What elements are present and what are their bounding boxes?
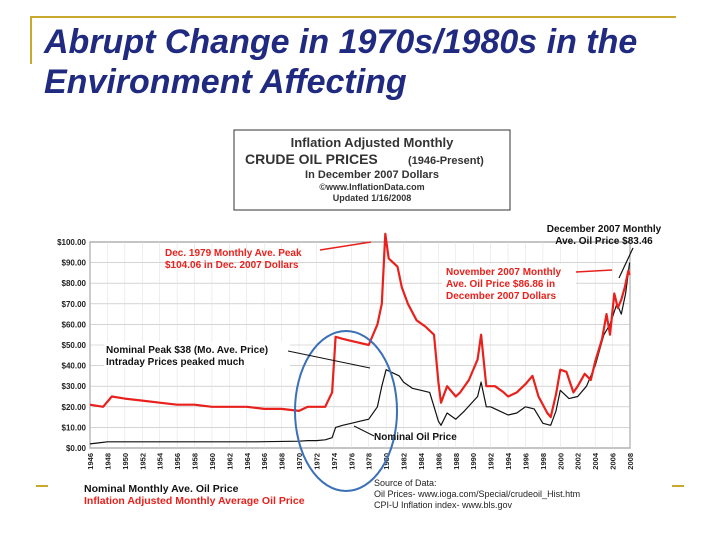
series-layer [89, 232, 631, 445]
chart-header-box: Inflation Adjusted Monthly CRUDE OIL PRI… [233, 129, 511, 211]
annotation-nominal-label: Nominal Oil Price [353, 425, 457, 443]
annotation-nominal-label-text: Nominal Oil Price [374, 432, 457, 443]
header-line4: ©www.InflationData.com [319, 182, 424, 192]
x-tick-label: 2006 [609, 453, 618, 470]
annotation-nominal-label-arrow [353, 425, 375, 437]
source-line2: Oil Prices- www.ioga.com/Special/crudeoi… [374, 489, 580, 499]
annotation-peak-1979-arrow [319, 241, 372, 251]
annotation-nov-2007-bg [442, 264, 576, 302]
header-line2b: (1946-Present) [408, 155, 484, 167]
annotation-nominal-peak-bg [104, 342, 290, 368]
x-tick-label: 2002 [574, 453, 583, 470]
annotation-nominal-peak: Nominal Peak $38 (Mo. Ave. Price) Intrad… [104, 342, 371, 369]
source-line1: Source of Data: [374, 478, 437, 488]
annotation-dec-2007-line2: Ave. Oil Price $83.46 [555, 236, 653, 247]
x-tick-label: 1950 [121, 453, 130, 470]
annotation-peak-1979-line2: $104.06 in Dec. 2007 Dollars [165, 260, 299, 271]
x-tick-label: 1960 [208, 453, 217, 470]
frame-bottom-right-tick [672, 485, 684, 487]
chart-legend: Nominal Monthly Ave. Oil Price Inflation… [84, 483, 305, 507]
header-line5: Updated 1/16/2008 [333, 193, 412, 203]
y-tick-label: $60.00 [62, 320, 87, 329]
x-tick-label: 1972 [312, 453, 321, 470]
y-tick-label: $100.00 [57, 238, 86, 247]
x-tick-label: 1964 [243, 452, 252, 470]
annotation-nominal-peak-line2: Intraday Prices peaked much [106, 357, 244, 368]
y-tick-label: $20.00 [62, 403, 87, 412]
series-inflation-adjusted-line [89, 232, 631, 419]
header-line3: In December 2007 Dollars [305, 169, 439, 181]
x-tick-label: 1976 [347, 453, 356, 470]
legend-nominal: Nominal Monthly Ave. Oil Price [84, 483, 239, 495]
x-tick-label: 1978 [365, 453, 374, 470]
x-tick-label: 1966 [260, 453, 269, 470]
axis-layer: $0.00 $10.00 $20.00 $30.00 $40.00 $50.00 $60.0… [57, 238, 635, 470]
frame-top-line [30, 16, 676, 18]
annotation-nominal-peak-line1: Nominal Peak $38 (Mo. Ave. Price) [106, 345, 268, 356]
annotation-nov-2007: November 2007 Monthly Ave. Oil Price $86… [442, 264, 613, 302]
x-tick-label: 1954 [156, 452, 165, 470]
x-tick-label: 1998 [539, 453, 548, 470]
x-tick-label: 2000 [556, 453, 565, 470]
x-tick-label: 1968 [278, 453, 287, 470]
annotation-peak-1979: Dec. 1979 Monthly Ave. Peak $104.06 in D… [165, 241, 372, 271]
header-line2: CRUDE OIL PRICES [245, 151, 378, 167]
x-tick-label: 1962 [225, 453, 234, 470]
annotation-dec-2007-line1: December 2007 Monthly [547, 224, 662, 235]
x-tick-label: 1992 [487, 453, 496, 470]
header-line1: Inflation Adjusted Monthly [291, 135, 454, 150]
y-tick-label: $90.00 [62, 259, 87, 268]
x-tick-label: 1948 [103, 453, 112, 470]
y-tick-label: $30.00 [62, 382, 87, 391]
highlight-ellipse [294, 330, 398, 492]
x-tick-label: 1986 [434, 453, 443, 470]
annotation-nov-2007-line1: November 2007 Monthly [446, 267, 561, 278]
y-tick-label: $0.00 [66, 444, 87, 453]
annotation-nominal-peak-arrow [287, 350, 371, 369]
x-tick-label: 1984 [417, 452, 426, 470]
x-tick-label: 2008 [626, 453, 635, 470]
x-tick-label: 1958 [191, 453, 200, 470]
annotation-nov-2007-line2: Ave. Oil Price $86.86 in [446, 279, 555, 290]
frame-vertical-line [30, 16, 32, 64]
x-tick-label: 1974 [330, 452, 339, 470]
slide-title: Abrupt Change in 1970s/1980s in the Envi… [44, 23, 638, 101]
x-tick-label: 1988 [452, 453, 461, 470]
x-tick-label: 1994 [504, 452, 513, 470]
x-tick-label: 1970 [295, 453, 304, 470]
chart-source: Source of Data: Oil Prices- www.ioga.com… [374, 478, 580, 510]
annotation-dec-2007-arrow [618, 247, 634, 279]
x-tick-label: 1946 [86, 453, 95, 470]
series-nominal-line [89, 262, 631, 445]
x-tick-label: 1956 [173, 453, 182, 470]
y-tick-label: $80.00 [62, 279, 87, 288]
annotation-peak-1979-line1: Dec. 1979 Monthly Ave. Peak [165, 248, 302, 259]
frame-bottom-left-tick [36, 485, 48, 487]
legend-inflation: Inflation Adjusted Monthly Average Oil P… [84, 495, 305, 507]
x-tick-label: 1952 [138, 453, 147, 470]
x-tick-label: 2004 [591, 452, 600, 470]
x-tick-label: 1990 [469, 453, 478, 470]
annotation-dec-2007: December 2007 Monthly Ave. Oil Price $83… [547, 224, 662, 279]
y-tick-label: $40.00 [62, 362, 87, 371]
y-tick-label: $70.00 [62, 300, 87, 309]
annotation-nov-2007-arrow [575, 269, 613, 273]
x-tick-label: 1996 [521, 453, 530, 470]
y-tick-label: $10.00 [62, 423, 87, 432]
x-tick-label: 1982 [400, 453, 409, 470]
source-line3: CPI-U Inflation index- www.bls.gov [374, 500, 513, 510]
annotation-nov-2007-line3: December 2007 Dollars [446, 291, 557, 302]
y-tick-label: $50.00 [62, 341, 87, 350]
